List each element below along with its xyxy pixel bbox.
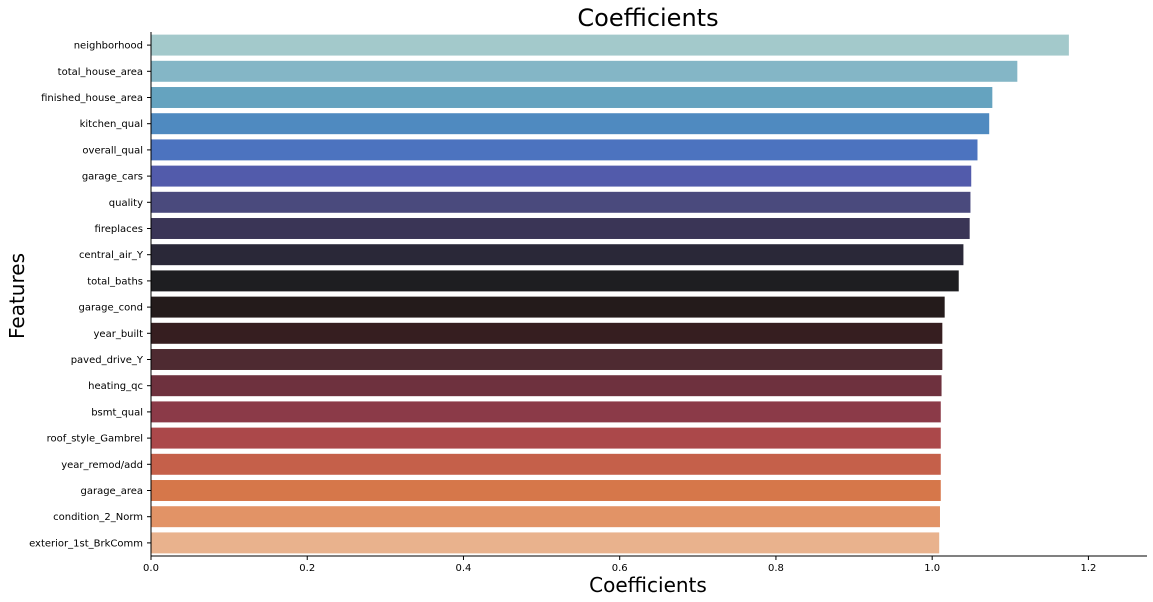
x-tick-label: 1.0 <box>924 563 940 574</box>
y-tick-label: garage_cond <box>78 303 143 314</box>
bar-kitchen-qual <box>151 113 990 135</box>
x-axis-label: Coefficients <box>589 573 707 597</box>
bar-neighborhood <box>151 34 1069 56</box>
x-tick-label: 0.0 <box>143 563 159 574</box>
y-tick-label: exterior_1st_BrkComm <box>29 538 143 549</box>
chart-title: Coefficients <box>577 4 718 32</box>
y-tick-label: year_built <box>94 329 144 340</box>
bar-bsmt-qual <box>151 401 941 423</box>
bar-overall-qual <box>151 139 978 161</box>
x-tick-label: 0.2 <box>299 563 315 574</box>
bar-paved-drive-y <box>151 349 943 370</box>
y-tick-label: garage_cars <box>82 172 143 183</box>
bar-garage-cars <box>151 165 972 187</box>
y-tick-label: bsmt_qual <box>91 407 143 418</box>
x-axis-ticks: 0.0 0.2 0.4 0.6 0.8 1.0 1.2 <box>143 556 1096 574</box>
y-tick-label: overall_qual <box>82 145 143 156</box>
bar-year-built <box>151 322 943 344</box>
y-tick-label: roof_style_Gambrel <box>47 434 143 445</box>
bar-finished-house-area <box>151 87 993 108</box>
y-tick-label: total_baths <box>87 276 143 287</box>
bar-central-air-y <box>151 244 964 266</box>
y-tick-label: neighborhood <box>74 41 143 52</box>
y-tick-label: fireplaces <box>95 224 143 235</box>
bar-garage-area <box>151 480 941 501</box>
y-tick-label: condition_2_Norm <box>53 512 143 523</box>
bar-condition-2-norm <box>151 506 940 528</box>
y-tick-label: garage_area <box>80 486 143 497</box>
y-tick-label: quality <box>109 198 143 209</box>
x-tick-label: 0.4 <box>456 563 472 574</box>
x-tick-label: 0.8 <box>768 563 784 574</box>
bar-fireplaces <box>151 218 970 239</box>
y-tick-label: year_remod/add <box>61 460 143 471</box>
y-tick-label: central_air_Y <box>79 250 144 261</box>
y-tick-label: kitchen_qual <box>80 119 143 130</box>
bar-year-remod-add <box>151 453 941 475</box>
y-tick-label: paved_drive_Y <box>71 355 144 366</box>
bar-total-house-area <box>151 60 1018 82</box>
y-axis-label: Features <box>5 253 29 339</box>
bar-quality <box>151 191 971 213</box>
bar-garage-cond <box>151 296 945 318</box>
y-tick-label: finished_house_area <box>41 93 143 104</box>
x-tick-label: 0.6 <box>612 563 628 574</box>
y-tick-label: total_house_area <box>58 67 143 78</box>
bar-roof-style-gambrel <box>151 427 941 449</box>
y-tick-labels: neighborhood total_house_area finished_hou… <box>29 41 151 549</box>
bar-exterior-1st-brkcomm <box>151 532 940 554</box>
y-tick-label: heating_qc <box>88 381 143 392</box>
bars-group <box>151 34 1069 554</box>
bar-total-baths <box>151 270 959 292</box>
bar-heating-qc <box>151 375 942 397</box>
x-tick-label: 1.2 <box>1080 563 1096 574</box>
